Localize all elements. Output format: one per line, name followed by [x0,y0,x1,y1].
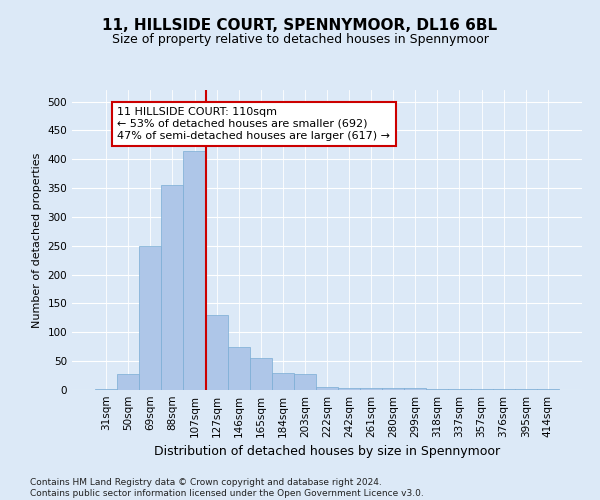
Bar [360,388,382,390]
Bar [382,388,404,390]
Bar [338,388,360,390]
Y-axis label: Number of detached properties: Number of detached properties [32,152,42,328]
Bar [117,374,139,390]
Bar [316,387,338,390]
Bar [95,389,117,390]
Text: Size of property relative to detached houses in Spennymoor: Size of property relative to detached ho… [112,32,488,46]
Bar [272,372,294,390]
Bar [250,358,272,390]
Bar [404,388,427,390]
Text: Contains HM Land Registry data © Crown copyright and database right 2024.
Contai: Contains HM Land Registry data © Crown c… [30,478,424,498]
Bar [184,150,206,390]
Bar [227,346,250,390]
Bar [206,315,227,390]
Bar [161,185,184,390]
Bar [294,374,316,390]
Bar [139,246,161,390]
X-axis label: Distribution of detached houses by size in Spennymoor: Distribution of detached houses by size … [154,446,500,458]
Text: 11 HILLSIDE COURT: 110sqm
← 53% of detached houses are smaller (692)
47% of semi: 11 HILLSIDE COURT: 110sqm ← 53% of detac… [117,108,390,140]
Text: 11, HILLSIDE COURT, SPENNYMOOR, DL16 6BL: 11, HILLSIDE COURT, SPENNYMOOR, DL16 6BL [103,18,497,32]
